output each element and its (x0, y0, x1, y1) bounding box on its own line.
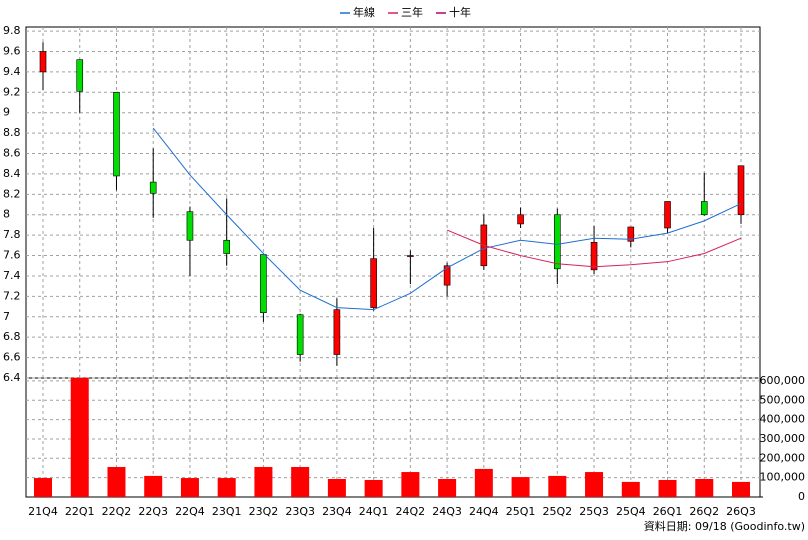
x-tick-label: 23Q4 (322, 505, 352, 518)
y2-tick-label: 400,000 (760, 413, 806, 426)
volume-bar (254, 467, 273, 497)
y-tick-label: 9.6 (3, 44, 21, 57)
y2-tick-label: 200,000 (760, 451, 806, 464)
volume-bar (291, 467, 310, 497)
candle-body (664, 201, 671, 229)
y-tick-label: 7.2 (3, 289, 21, 302)
candle-body (407, 255, 414, 257)
y-tick-label: 8.2 (3, 187, 21, 200)
y-tick-label: 9 (3, 106, 10, 119)
volume-bar (732, 481, 750, 497)
x-tick-label: 25Q2 (542, 505, 572, 518)
y-tick-label: 7.4 (3, 269, 21, 282)
y-tick-label: 8.6 (3, 147, 21, 160)
volume-bar (107, 467, 126, 497)
x-tick-label: 22Q3 (138, 505, 168, 518)
candle-body (700, 201, 708, 216)
candle-body (517, 214, 524, 225)
x-tick-label: 25Q1 (506, 505, 536, 518)
line-series (446, 229, 742, 268)
volume-bar (34, 478, 52, 497)
y-tick-label: 8 (3, 208, 10, 221)
legend-label: 年線 (353, 5, 375, 19)
y2-tick-label: 300,000 (760, 432, 806, 445)
candle-body (186, 211, 194, 241)
candle-body (260, 254, 267, 313)
x-tick-label: 21Q4 (28, 505, 58, 518)
line-series (152, 127, 742, 311)
y2-tick-label: 600,000 (760, 374, 806, 387)
y-tick-label: 7.6 (3, 249, 21, 262)
x-tick-label: 26Q2 (689, 505, 719, 518)
volume-bar (364, 479, 383, 497)
volume-bar (401, 472, 420, 497)
x-tick-label: 23Q3 (285, 505, 315, 518)
x-tick-label: 24Q1 (359, 505, 389, 518)
x-tick-label: 24Q2 (396, 505, 426, 518)
y-tick-label: 9.8 (3, 24, 21, 37)
y-tick-label: 8.8 (3, 126, 21, 139)
volume-bar (180, 478, 199, 497)
candle-body (554, 214, 561, 270)
volume-bar (144, 475, 163, 497)
volume-bar (327, 479, 346, 497)
volume-bar (585, 472, 604, 497)
y-tick-label: 7.8 (3, 228, 21, 241)
legend-label: 十年 (449, 5, 471, 19)
candle-body (223, 239, 230, 254)
footer: 資料日期: 09/18 (Goodinfo.tw) (644, 519, 805, 533)
candle-body (627, 226, 635, 242)
legend-label: 三年 (401, 5, 423, 19)
volume-bar (70, 377, 89, 497)
candle-body (76, 59, 84, 92)
candle-body (370, 258, 377, 308)
y-tick-label: 9.4 (3, 65, 21, 78)
x-tick-label: 24Q4 (469, 505, 499, 518)
y2-tick-label: 0 (798, 490, 805, 503)
volume-bar (511, 477, 530, 497)
y2-tick-label: 100,000 (760, 471, 806, 484)
candle-body (296, 314, 304, 355)
volume-bar (474, 468, 493, 497)
volume-bar (438, 479, 457, 497)
y2-tick-label: 500,000 (760, 393, 806, 406)
x-tick-label: 25Q4 (616, 505, 646, 518)
y-tick-label: 7 (3, 310, 10, 323)
candle-body (39, 51, 47, 73)
y-tick-label: 8.4 (3, 167, 21, 180)
x-tick-label: 26Q3 (726, 505, 756, 518)
y-tick-label: 6.6 (3, 351, 21, 364)
x-tick-label: 22Q2 (102, 505, 132, 518)
x-tick-label: 22Q4 (175, 505, 205, 518)
x-tick-label: 24Q3 (432, 505, 462, 518)
candle-body (113, 92, 120, 177)
candle-body (333, 309, 341, 355)
x-tick-label: 25Q3 (579, 505, 609, 518)
y-tick-label: 6.4 (3, 371, 21, 384)
volume-bar (621, 481, 640, 497)
y-tick-label: 9.2 (3, 85, 21, 98)
x-tick-label: 23Q1 (212, 505, 242, 518)
candle-body (590, 241, 598, 271)
y-tick-label: 6.8 (3, 330, 21, 343)
candle-body (149, 181, 157, 194)
candle-body (443, 265, 451, 286)
x-tick-label: 22Q1 (65, 505, 95, 518)
volume-bar (658, 479, 677, 497)
plot-frame (25, 26, 761, 498)
x-tick-label: 23Q2 (249, 505, 279, 518)
volume-bar (217, 478, 236, 497)
candle-body (737, 165, 745, 216)
volume-bar (695, 479, 714, 497)
volume-bar (548, 475, 567, 497)
x-tick-label: 26Q1 (653, 505, 683, 518)
